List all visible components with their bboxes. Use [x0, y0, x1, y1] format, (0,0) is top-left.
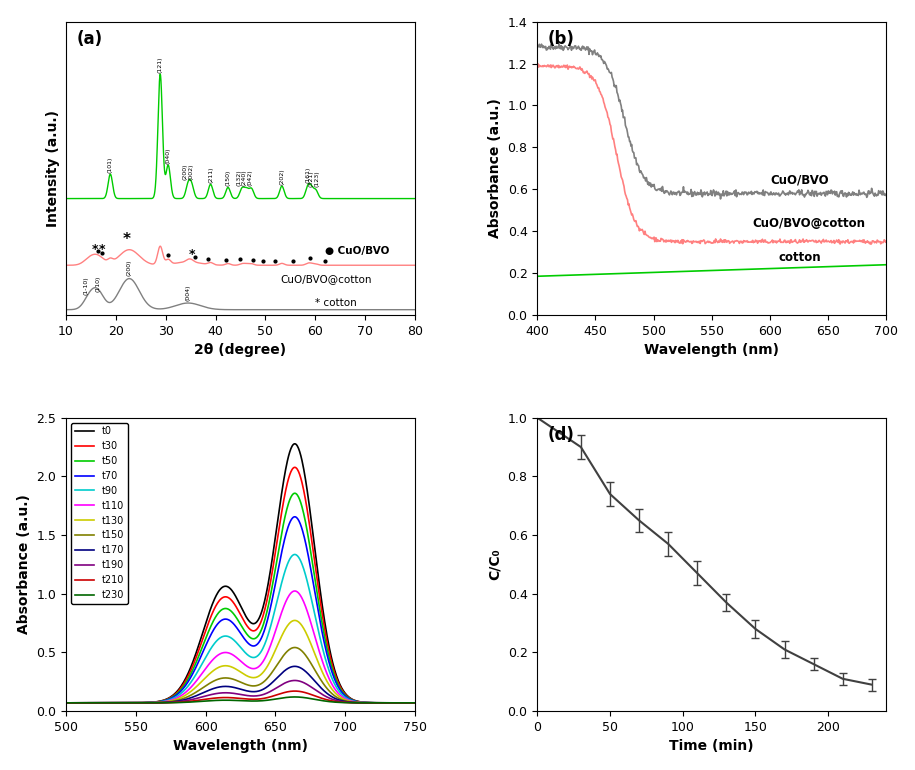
t150: [289, 643, 300, 652]
t150: [266, 668, 277, 678]
Line: t150: t150: [66, 648, 415, 703]
t0: [266, 558, 277, 567]
t90: [123, 698, 134, 708]
t150: [150, 698, 161, 708]
t70: [294, 517, 305, 527]
Y-axis label: C/C₀: C/C₀: [488, 548, 502, 580]
t170: [219, 681, 230, 691]
t230: [150, 698, 161, 708]
t150: [123, 698, 134, 708]
Text: (132)
(240)
(042): (132) (240) (042): [236, 169, 253, 186]
t130: [219, 661, 230, 671]
t90: [410, 698, 421, 708]
Line: t190: t190: [66, 681, 415, 703]
Text: (200)
(002): (200) (002): [183, 164, 194, 180]
t170: [123, 698, 134, 708]
Text: CuO/BVO@cotton: CuO/BVO@cotton: [752, 217, 866, 230]
t30: [60, 698, 71, 708]
t110: [410, 698, 421, 708]
t50: [219, 604, 230, 614]
t190: [266, 686, 277, 695]
t70: [123, 698, 134, 708]
t50: [289, 489, 300, 498]
t30: [123, 698, 134, 708]
t130: [60, 698, 71, 708]
Text: (101): (101): [108, 156, 113, 172]
t170: [266, 678, 277, 688]
t210: [289, 686, 300, 695]
Legend: t0, t30, t50, t70, t90, t110, t130, t150, t170, t190, t210, t230: t0, t30, t50, t70, t90, t110, t130, t150…: [70, 423, 128, 604]
t190: [289, 676, 300, 685]
t30: [219, 592, 230, 601]
t0: [150, 698, 161, 707]
t210: [150, 698, 161, 708]
Y-axis label: Absorbance (a.u.): Absorbance (a.u.): [488, 99, 502, 238]
t130: [324, 681, 335, 690]
Line: t170: t170: [66, 666, 415, 703]
Line: t110: t110: [66, 591, 415, 703]
t0: [60, 698, 71, 708]
Line: t90: t90: [66, 554, 415, 703]
t210: [294, 687, 305, 696]
t230: [219, 695, 230, 705]
Text: (040): (040): [166, 147, 171, 164]
Text: (110): (110): [96, 276, 101, 292]
Text: CuO/BVO@cotton: CuO/BVO@cotton: [280, 273, 371, 283]
t50: [410, 698, 421, 708]
t230: [60, 698, 71, 708]
Text: *: *: [99, 243, 105, 256]
Text: ● CuO/BVO: ● CuO/BVO: [325, 246, 390, 256]
t0: [410, 698, 421, 708]
Text: (004): (004): [186, 284, 190, 301]
t30: [324, 648, 335, 658]
t110: [289, 587, 300, 596]
t110: [294, 590, 305, 599]
t150: [324, 687, 335, 696]
t70: [266, 598, 277, 607]
t170: [60, 698, 71, 708]
Line: t210: t210: [66, 691, 415, 703]
Line: t50: t50: [66, 494, 415, 703]
t210: [266, 691, 277, 701]
t70: [324, 659, 335, 668]
t210: [60, 698, 71, 708]
t190: [324, 694, 335, 703]
t90: [150, 698, 161, 707]
t170: [324, 691, 335, 700]
t230: [294, 692, 305, 701]
X-axis label: Time (min): Time (min): [670, 739, 754, 753]
t150: [219, 674, 230, 683]
t230: [410, 698, 421, 708]
t70: [60, 698, 71, 708]
t50: [60, 698, 71, 708]
Line: t70: t70: [66, 517, 415, 703]
t130: [410, 698, 421, 708]
Text: (a): (a): [77, 31, 102, 49]
t170: [150, 698, 161, 708]
Text: *: *: [92, 243, 98, 256]
t70: [410, 698, 421, 708]
Line: t30: t30: [66, 467, 415, 703]
t50: [150, 698, 161, 707]
t210: [324, 696, 335, 705]
Y-axis label: Absorbance (a.u.): Absorbance (a.u.): [16, 494, 31, 634]
t0: [123, 698, 134, 708]
t170: [294, 663, 305, 672]
t170: [289, 661, 300, 671]
Text: (1-10): (1-10): [83, 276, 89, 295]
t150: [410, 698, 421, 708]
t90: [219, 631, 230, 641]
t230: [123, 698, 134, 708]
t130: [294, 618, 305, 628]
t190: [410, 698, 421, 708]
Y-axis label: Intensity (a.u.): Intensity (a.u.): [47, 110, 60, 227]
t150: [60, 698, 71, 708]
t70: [289, 512, 300, 521]
t110: [324, 675, 335, 684]
t0: [294, 447, 305, 456]
t70: [150, 698, 161, 707]
t50: [266, 584, 277, 594]
t30: [289, 463, 300, 472]
t0: [219, 582, 230, 591]
X-axis label: Wavelength (nm): Wavelength (nm): [173, 739, 308, 753]
